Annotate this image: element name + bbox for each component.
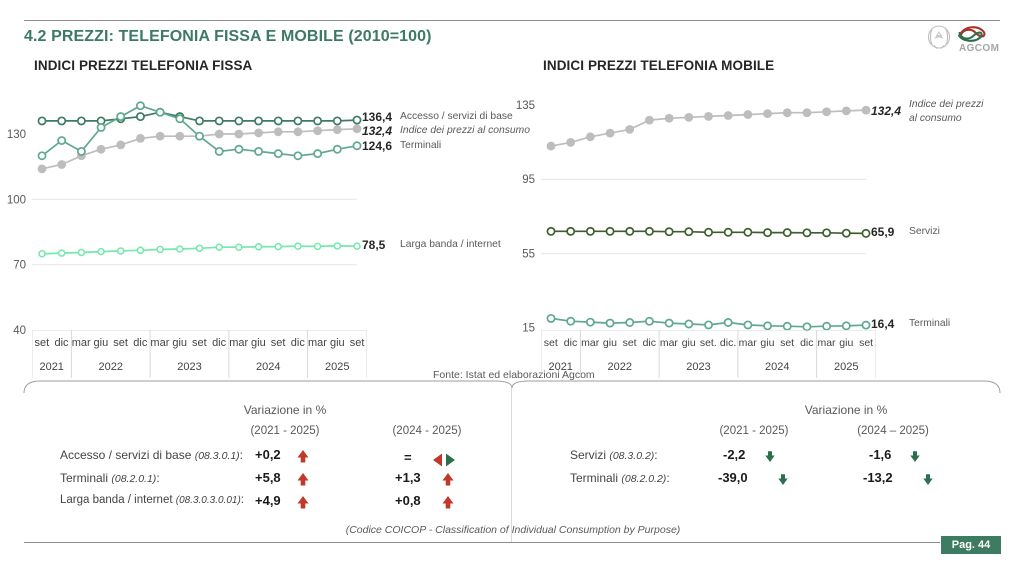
svg-text:set: set	[113, 337, 128, 349]
svg-text:AGCOM: AGCOM	[959, 43, 999, 54]
svg-text:giu: giu	[330, 337, 345, 349]
svg-text:mar: mar	[581, 337, 600, 349]
svg-text:mar: mar	[308, 337, 327, 349]
svg-text:2022: 2022	[99, 361, 123, 373]
svg-text:set: set	[623, 337, 637, 349]
svg-text:mar: mar	[72, 337, 91, 349]
svg-text:dic: dic	[643, 337, 656, 349]
svg-text:set: set	[350, 337, 365, 349]
svg-text:55: 55	[522, 249, 535, 261]
svg-text:giu: giu	[94, 337, 109, 349]
svg-text:2025: 2025	[325, 361, 349, 373]
svg-text:mar: mar	[817, 337, 836, 349]
svg-text:giu: giu	[172, 337, 187, 349]
svg-text:2021: 2021	[548, 361, 572, 373]
svg-text:2021: 2021	[39, 361, 63, 373]
svg-text:2023: 2023	[686, 361, 710, 373]
svg-text:mar: mar	[739, 337, 758, 349]
svg-text:giu: giu	[682, 337, 696, 349]
svg-text:95: 95	[522, 174, 535, 186]
svg-text:giu: giu	[603, 337, 617, 349]
svg-text:set: set	[192, 337, 207, 349]
svg-text:set: set	[544, 337, 558, 349]
svg-text:set: set	[271, 337, 286, 349]
svg-text:135: 135	[516, 100, 535, 112]
svg-text:dic.: dic.	[720, 337, 736, 349]
svg-text:mar: mar	[229, 337, 248, 349]
svg-text:2025: 2025	[834, 361, 858, 373]
svg-text:2024: 2024	[765, 361, 789, 373]
svg-text:130: 130	[7, 129, 26, 141]
svg-text:giu: giu	[760, 337, 774, 349]
svg-text:mar: mar	[660, 337, 679, 349]
svg-text:mar: mar	[150, 337, 169, 349]
svg-text:giu: giu	[251, 337, 266, 349]
svg-text:dic: dic	[800, 337, 813, 349]
svg-text:dic: dic	[291, 337, 306, 349]
svg-text:giu: giu	[839, 337, 853, 349]
svg-text:100: 100	[7, 194, 26, 206]
svg-text:70: 70	[13, 260, 26, 272]
svg-text:set: set	[780, 337, 794, 349]
svg-text:2022: 2022	[608, 361, 632, 373]
svg-text:dic: dic	[133, 337, 148, 349]
svg-text:2024: 2024	[256, 361, 280, 373]
svg-text:dic: dic	[54, 337, 69, 349]
svg-text:set: set	[859, 337, 873, 349]
svg-text:2023: 2023	[177, 361, 201, 373]
svg-text:dic: dic	[564, 337, 577, 349]
svg-text:40: 40	[13, 325, 26, 337]
svg-text:set: set	[34, 337, 49, 349]
svg-text:dic: dic	[212, 337, 227, 349]
svg-text:set.: set.	[700, 337, 717, 349]
svg-text:15: 15	[522, 323, 535, 335]
